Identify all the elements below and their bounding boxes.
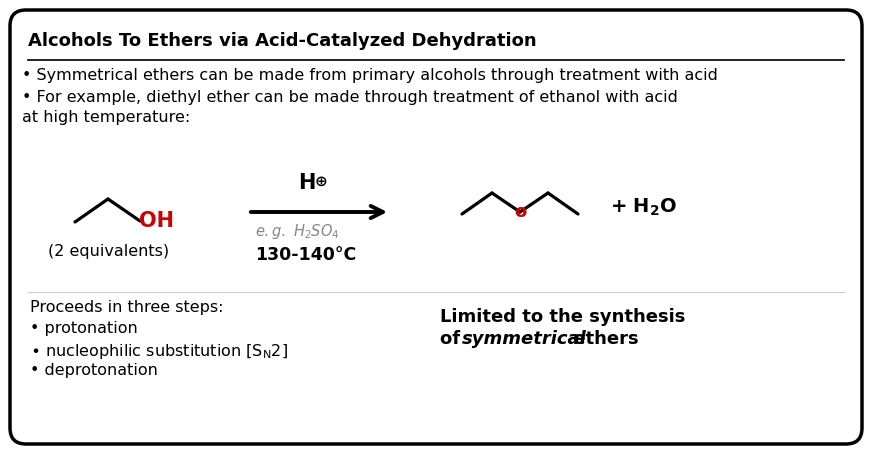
Text: • Symmetrical ethers can be made from primary alcohols through treatment with ac: • Symmetrical ethers can be made from pr… [22,68,718,83]
Text: of: of [440,330,467,348]
Text: $\bf{+\ H_2O}$: $\bf{+\ H_2O}$ [610,196,677,217]
Text: • For example, diethyl ether can be made through treatment of ethanol with acid: • For example, diethyl ether can be made… [22,90,678,105]
Text: 130-140°C: 130-140°C [255,246,357,264]
Text: o: o [514,203,526,221]
Text: Proceeds in three steps:: Proceeds in three steps: [30,300,223,315]
Text: H: H [298,173,316,193]
Text: at high temperature:: at high temperature: [22,110,190,125]
Text: ethers: ethers [567,330,638,348]
Text: ⊕: ⊕ [315,174,328,189]
Text: symmetrical: symmetrical [462,330,587,348]
Text: • protonation: • protonation [30,321,138,336]
Text: Limited to the synthesis: Limited to the synthesis [440,308,685,326]
Text: Alcohols To Ethers via Acid-Catalyzed Dehydration: Alcohols To Ethers via Acid-Catalyzed De… [28,32,536,50]
Text: (2 equivalents): (2 equivalents) [48,244,169,259]
Text: OH: OH [139,211,174,231]
Text: • deprotonation: • deprotonation [30,363,158,378]
Text: $\it{e.g.\ H_2SO_4}$: $\it{e.g.\ H_2SO_4}$ [255,222,340,241]
Text: $\bullet$ nucleophilic substitution [$\mathregular{S_N}$2]: $\bullet$ nucleophilic substitution [$\m… [30,342,288,361]
FancyBboxPatch shape [10,10,862,444]
